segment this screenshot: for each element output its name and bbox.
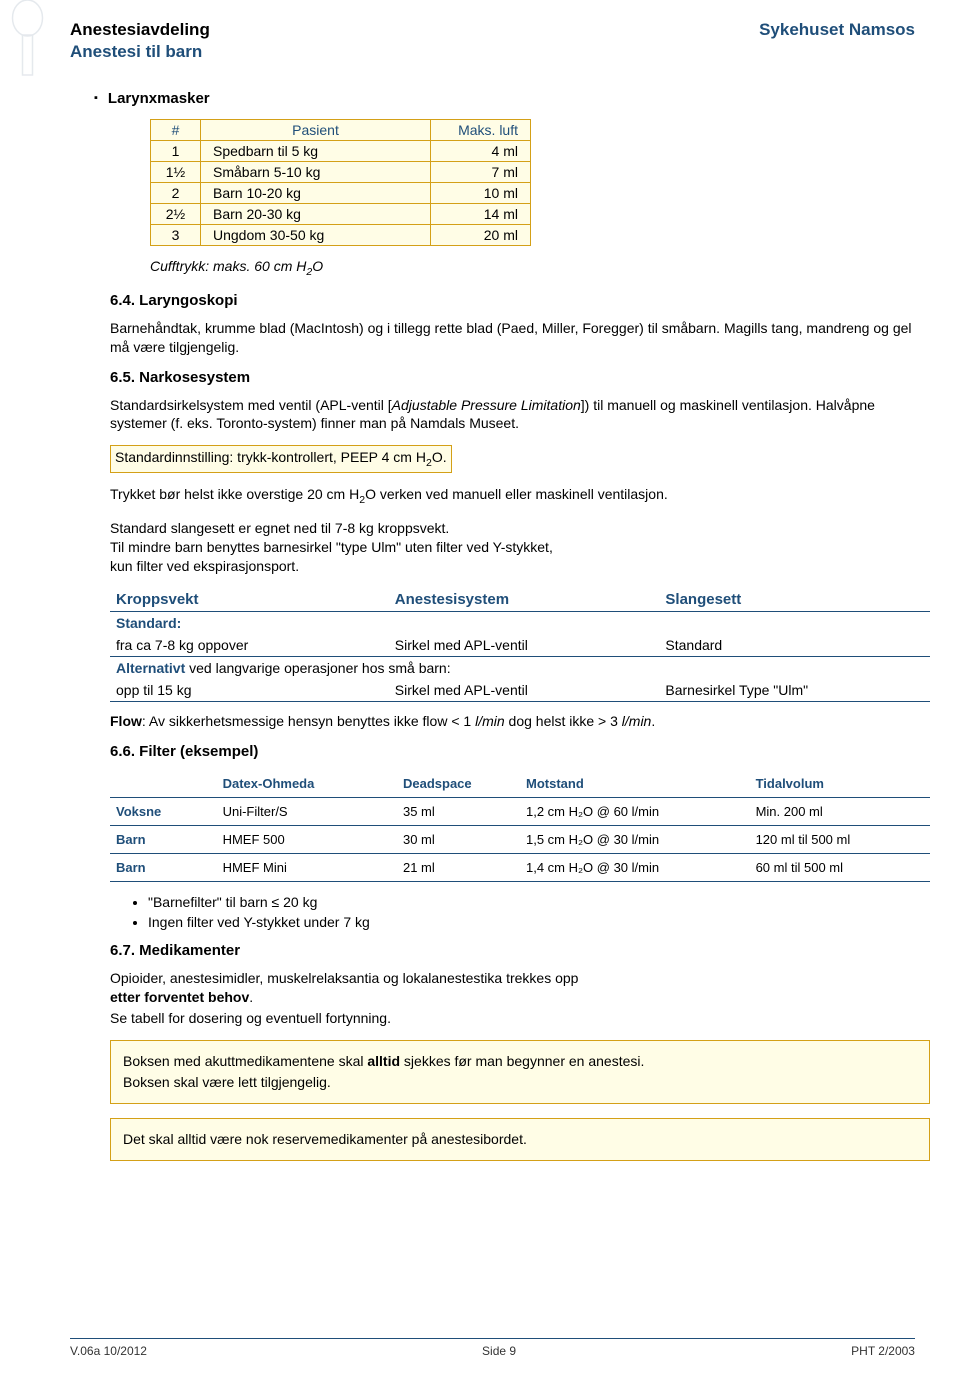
section-6-5-highlight: Standardinnstilling: trykk-kontrollert, … (110, 445, 915, 473)
alert-box-2: Det skal alltid være nok reservemedikame… (110, 1118, 930, 1161)
footer-center: Side 9 (482, 1344, 516, 1358)
filter-table: Datex-Ohmeda Deadspace Motstand Tidalvol… (110, 770, 930, 882)
section-6-5-p1: Standardsirkelsystem med ventil (APL-ven… (110, 396, 915, 434)
alert-box-1: Boksen med akuttmedikamentene skal allti… (110, 1040, 930, 1104)
section-6-5-title: 6.5. Narkosesystem (110, 369, 915, 386)
section-6-6-title: 6.6. Filter (eksempel) (110, 743, 915, 760)
section-6-4-title: 6.4. Laryngoskopi (110, 292, 915, 309)
header-left: Anestesiavdeling (70, 20, 210, 40)
footer-left: V.06a 10/2012 (70, 1344, 147, 1358)
header-subtitle: Anestesi til barn (70, 42, 915, 62)
page-footer: V.06a 10/2012 Side 9 PHT 2/2003 (70, 1338, 915, 1358)
section-6-5-p2: Trykket bør helst ikke overstige 20 cm H… (110, 485, 915, 507)
section-6-5-p3: Standard slangesett er egnet ned til 7-8… (110, 519, 915, 576)
anesthesia-system-table: Kroppsvekt Anestesisystem Slangesett Sta… (110, 588, 930, 702)
cufftrykk-note: Cufftrykk: maks. 60 cm H2O (150, 258, 915, 278)
filter-bullets: "Barnefilter" til barn ≤ 20 kg Ingen fil… (130, 894, 915, 930)
section-6-4-body: Barnehåndtak, krumme blad (MacIntosh) og… (110, 319, 915, 357)
section-6-7-title: 6.7. Medikamenter (110, 942, 915, 959)
flow-note: Flow: Av sikkerhetsmessige hensyn benytt… (110, 712, 915, 731)
page-header: Anestesiavdeling Sykehuset Namsos (70, 20, 915, 40)
larynx-table: # Pasient Maks. luft 1Spedbarn til 5 kg4… (150, 119, 531, 246)
section-6-7-p2: Se tabell for dosering og eventuell fort… (110, 1009, 915, 1028)
larynx-heading: Larynxmasker (94, 90, 915, 107)
filter-bullet-1: "Barnefilter" til barn ≤ 20 kg (148, 894, 915, 910)
filter-bullet-2: Ingen filter ved Y-stykket under 7 kg (148, 914, 915, 930)
watermark-icon (5, 0, 50, 80)
footer-right: PHT 2/2003 (851, 1344, 915, 1358)
larynx-col-pasient: Pasient (201, 120, 431, 141)
larynx-col-num: # (151, 120, 201, 141)
larynx-col-maks: Maks. luft (431, 120, 531, 141)
section-6-7-p1: Opioider, anestesimidler, muskelrelaksan… (110, 969, 915, 1007)
header-right: Sykehuset Namsos (759, 20, 915, 40)
